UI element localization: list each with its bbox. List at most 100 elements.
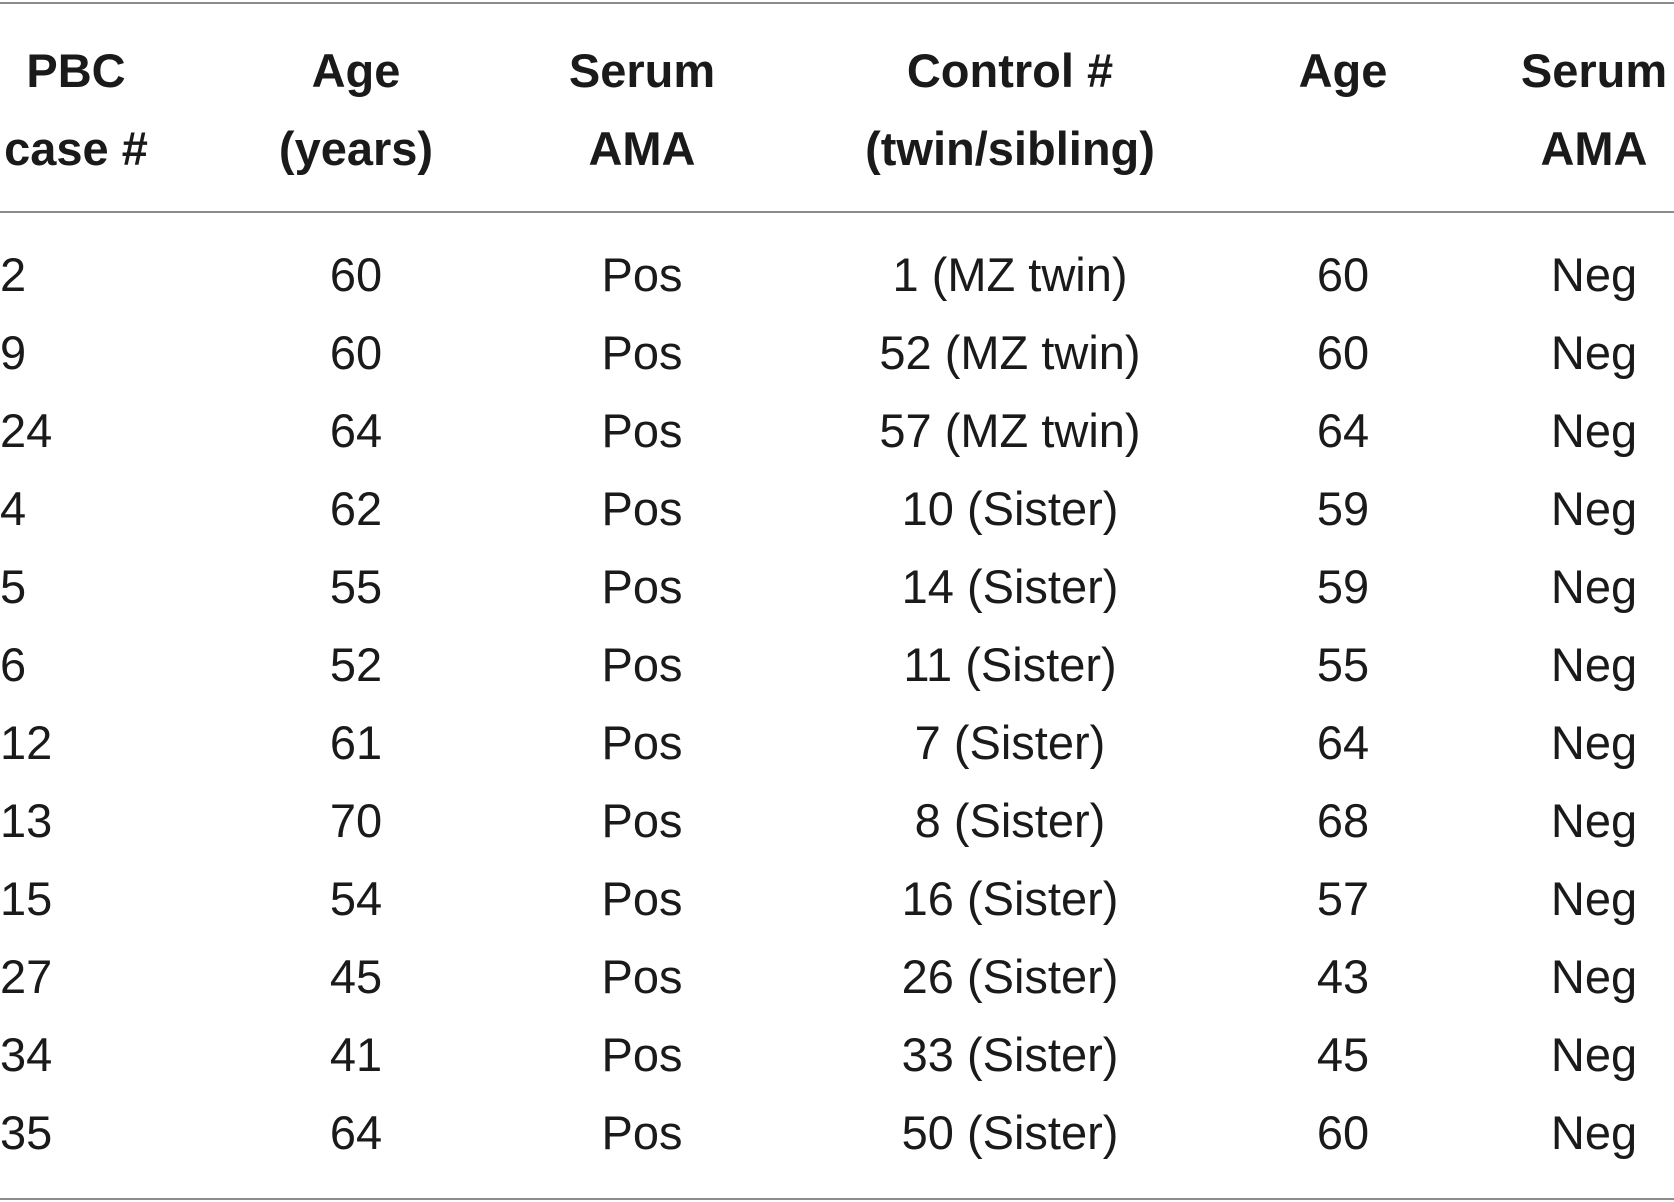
- header-pbc-case-line2: case #: [4, 122, 148, 175]
- cell-age: 64: [329, 404, 383, 457]
- cell-control-age: 60: [1316, 1106, 1370, 1159]
- table-row: 4 62 Pos 10 (Sister) 59 Neg: [0, 470, 1674, 548]
- cell-pbc-case: 34: [0, 1028, 53, 1081]
- cell-age: 54: [329, 872, 383, 925]
- cell-pbc-case: 15: [0, 872, 53, 925]
- header-rule: [0, 211, 1674, 213]
- cell-serum-ama: Pos: [601, 1028, 683, 1081]
- table-row: 34 41 Pos 33 (Sister) 45 Neg: [0, 1016, 1674, 1094]
- cell-serum-ama: Pos: [601, 872, 683, 925]
- cell-control: 16 (Sister): [901, 872, 1119, 925]
- cell-age: 45: [329, 950, 383, 1003]
- header-serum-ama-line2: AMA: [588, 122, 696, 175]
- cell-pbc-case: 4: [0, 482, 27, 535]
- cell-age: 61: [329, 716, 383, 769]
- cell-age: 64: [329, 1106, 383, 1159]
- table-row: 2 60 Pos 1 (MZ twin) 60 Neg: [0, 236, 1674, 314]
- cell-control-age: 64: [1316, 404, 1370, 457]
- table-row: 24 64 Pos 57 (MZ twin) 64 Neg: [0, 392, 1674, 470]
- cell-control-age: 60: [1316, 326, 1370, 379]
- cell-control-serum-ama: Neg: [1550, 560, 1638, 613]
- cell-control-serum-ama: Neg: [1550, 872, 1638, 925]
- table-row: 27 45 Pos 26 (Sister) 43 Neg: [0, 938, 1674, 1016]
- cell-control-age: 68: [1316, 794, 1370, 847]
- header-control-age-line1: Age: [1298, 44, 1388, 97]
- cell-control-serum-ama: Neg: [1550, 326, 1638, 379]
- cell-serum-ama: Pos: [601, 794, 683, 847]
- cell-pbc-case: 2: [0, 248, 27, 301]
- cell-control-serum-ama: Neg: [1550, 794, 1638, 847]
- header-control-serum-ama-line1: Serum: [1520, 44, 1668, 97]
- table-row: 9 60 Pos 52 (MZ twin) 60 Neg: [0, 314, 1674, 392]
- cell-age: 60: [329, 248, 383, 301]
- header-control-serum-ama: Serum AMA: [1474, 32, 1674, 188]
- cell-control-age: 59: [1316, 482, 1370, 535]
- cell-control: 11 (Sister): [903, 638, 1117, 691]
- header-control: Control # (twin/sibling): [810, 32, 1210, 188]
- table-row: 35 64 Pos 50 (Sister) 60 Neg: [0, 1094, 1674, 1172]
- cell-pbc-case: 24: [0, 404, 53, 457]
- cell-control-age: 43: [1316, 950, 1370, 1003]
- cell-pbc-case: 9: [0, 326, 27, 379]
- cell-pbc-case: 12: [0, 716, 53, 769]
- cell-control: 50 (Sister): [901, 1106, 1119, 1159]
- cell-serum-ama: Pos: [601, 326, 683, 379]
- table-row: 13 70 Pos 8 (Sister) 68 Neg: [0, 782, 1674, 860]
- table-row: 6 52 Pos 11 (Sister) 55 Neg: [0, 626, 1674, 704]
- cell-age: 62: [329, 482, 383, 535]
- cell-pbc-case: 13: [0, 794, 53, 847]
- header-serum-ama-line1: Serum: [568, 44, 716, 97]
- header-age-years-line2: (years): [278, 122, 434, 175]
- header-control-line2: (twin/sibling): [865, 122, 1155, 175]
- cell-control: 1 (MZ twin): [892, 248, 1128, 301]
- cell-control-serum-ama: Neg: [1550, 716, 1638, 769]
- cell-pbc-case: 27: [0, 950, 53, 1003]
- table-top-rule: [0, 2, 1674, 4]
- header-pbc-case-line1: PBC: [26, 44, 126, 97]
- table-header: PBC case # Age (years) Serum AMA Control…: [0, 0, 1674, 211]
- cell-control-serum-ama: Neg: [1550, 482, 1638, 535]
- cell-control-age: 60: [1316, 248, 1370, 301]
- cell-age: 52: [329, 638, 383, 691]
- table-row: 15 54 Pos 16 (Sister) 57 Neg: [0, 860, 1674, 938]
- header-control-age: Age: [1243, 32, 1443, 110]
- cell-serum-ama: Pos: [601, 950, 683, 1003]
- cell-control-serum-ama: Neg: [1550, 950, 1638, 1003]
- header-control-line1: Control #: [906, 44, 1114, 97]
- cell-control-age: 55: [1316, 638, 1370, 691]
- cell-control: 10 (Sister): [901, 482, 1119, 535]
- cell-control-serum-ama: Neg: [1550, 404, 1638, 457]
- cell-control-serum-ama: Neg: [1550, 248, 1638, 301]
- cell-control-serum-ama: Neg: [1550, 1028, 1638, 1081]
- cell-control: 8 (Sister): [914, 794, 1106, 847]
- cell-age: 55: [329, 560, 383, 613]
- cell-control: 57 (MZ twin): [879, 404, 1141, 457]
- cell-serum-ama: Pos: [601, 1106, 683, 1159]
- cell-serum-ama: Pos: [601, 638, 683, 691]
- cell-control: 7 (Sister): [914, 716, 1106, 769]
- cell-pbc-case: 5: [0, 560, 27, 613]
- cell-control-age: 57: [1316, 872, 1370, 925]
- cell-control-age: 59: [1316, 560, 1370, 613]
- table-body: 2 60 Pos 1 (MZ twin) 60 Neg 9 60 Pos 52 (MZ twin)…: [0, 236, 1674, 1172]
- table-bottom-rule: [0, 1198, 1674, 1200]
- header-age-years-line1: Age: [311, 44, 401, 97]
- cell-control-age: 45: [1316, 1028, 1370, 1081]
- header-serum-ama: Serum AMA: [542, 32, 742, 188]
- cell-age: 70: [329, 794, 383, 847]
- cell-control: 14 (Sister): [901, 560, 1119, 613]
- cell-pbc-case: 6: [0, 638, 27, 691]
- cell-pbc-case: 35: [0, 1106, 53, 1159]
- cell-control: 52 (MZ twin): [879, 326, 1141, 379]
- table-row: 12 61 Pos 7 (Sister) 64 Neg: [0, 704, 1674, 782]
- cell-age: 41: [329, 1028, 383, 1081]
- cell-control: 26 (Sister): [901, 950, 1119, 1003]
- cell-serum-ama: Pos: [601, 404, 683, 457]
- cell-control-serum-ama: Neg: [1550, 1106, 1638, 1159]
- cell-serum-ama: Pos: [601, 560, 683, 613]
- cell-serum-ama: Pos: [601, 482, 683, 535]
- header-pbc-case: PBC case #: [0, 32, 152, 188]
- header-control-serum-ama-line2: AMA: [1540, 122, 1648, 175]
- header-age-years: Age (years): [256, 32, 456, 188]
- cell-serum-ama: Pos: [601, 248, 683, 301]
